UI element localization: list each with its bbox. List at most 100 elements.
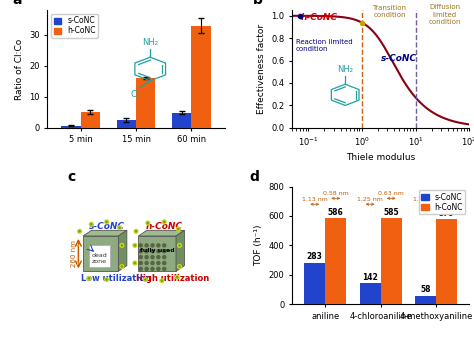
Text: dead
zone: dead zone (91, 253, 108, 264)
Circle shape (163, 262, 166, 265)
Circle shape (177, 243, 182, 248)
Circle shape (159, 278, 164, 283)
Text: s-CoNC: s-CoNC (89, 222, 125, 231)
Y-axis label: TOF (h⁻¹): TOF (h⁻¹) (254, 225, 263, 266)
Circle shape (78, 230, 81, 233)
Polygon shape (89, 245, 110, 267)
Circle shape (139, 250, 142, 253)
Circle shape (139, 267, 142, 270)
Circle shape (145, 256, 148, 259)
Circle shape (139, 262, 142, 265)
Text: High utilization: High utilization (136, 274, 210, 283)
Text: Transition
condition: Transition condition (373, 5, 407, 18)
Circle shape (178, 244, 181, 247)
Circle shape (89, 222, 94, 227)
Bar (136, 78, 155, 128)
Y-axis label: Ratio of Cl:Co: Ratio of Cl:Co (15, 38, 24, 100)
Circle shape (144, 278, 147, 281)
Text: b: b (253, 0, 263, 7)
Circle shape (120, 244, 123, 247)
Legend: s-CoNC, h-CoNC: s-CoNC, h-CoNC (51, 14, 98, 38)
Circle shape (174, 274, 180, 280)
Bar (304, 263, 325, 304)
Circle shape (157, 262, 160, 265)
Text: h-CoNC: h-CoNC (146, 222, 182, 231)
Circle shape (163, 267, 166, 270)
Circle shape (157, 244, 160, 247)
Circle shape (162, 219, 167, 224)
Circle shape (119, 264, 125, 269)
Text: 260 nm: 260 nm (71, 240, 77, 267)
Text: h-CoNC: h-CoNC (301, 13, 338, 22)
Circle shape (176, 226, 181, 232)
Circle shape (120, 265, 123, 268)
Text: c: c (68, 170, 76, 184)
Circle shape (151, 250, 154, 253)
Polygon shape (118, 230, 127, 271)
Text: a: a (12, 0, 21, 7)
Text: fully used: fully used (140, 248, 174, 252)
Circle shape (139, 244, 142, 247)
Circle shape (73, 243, 79, 248)
Circle shape (73, 261, 79, 266)
Y-axis label: Effectiveness factor: Effectiveness factor (256, 24, 265, 114)
Text: 0.58 nm: 0.58 nm (323, 191, 349, 196)
Bar (61, 126, 81, 128)
Polygon shape (83, 230, 127, 236)
Circle shape (86, 276, 91, 281)
Circle shape (157, 256, 160, 259)
Circle shape (163, 250, 166, 253)
Text: 58: 58 (420, 285, 431, 294)
Circle shape (104, 219, 109, 224)
Bar (81, 112, 100, 128)
X-axis label: Thiele modulus: Thiele modulus (346, 153, 415, 162)
FancyBboxPatch shape (83, 236, 118, 271)
Bar (360, 283, 381, 304)
Text: s-CoNC: s-CoNC (381, 54, 417, 63)
Circle shape (90, 223, 92, 225)
Circle shape (105, 221, 108, 223)
Legend: s-CoNC, h-CoNC: s-CoNC, h-CoNC (419, 190, 465, 214)
Circle shape (119, 243, 125, 248)
Polygon shape (176, 230, 184, 271)
Circle shape (75, 262, 77, 264)
Circle shape (176, 276, 179, 279)
Circle shape (151, 256, 154, 259)
Text: Reaction limited
condition: Reaction limited condition (296, 39, 352, 52)
Circle shape (151, 262, 154, 265)
Text: 142: 142 (362, 273, 378, 282)
Text: 586: 586 (328, 208, 344, 217)
Circle shape (178, 265, 181, 268)
Text: Diffusion
limited
condition: Diffusion limited condition (428, 4, 461, 25)
Circle shape (151, 267, 154, 270)
Circle shape (163, 221, 165, 223)
Text: 1.13 nm: 1.13 nm (302, 197, 328, 202)
Circle shape (132, 261, 137, 266)
Circle shape (139, 256, 142, 259)
Circle shape (145, 262, 148, 265)
Circle shape (75, 244, 77, 247)
Circle shape (88, 277, 90, 280)
Bar (325, 218, 346, 304)
Circle shape (163, 256, 166, 259)
Text: 585: 585 (383, 208, 399, 217)
Text: Cl: Cl (130, 90, 138, 99)
Circle shape (151, 244, 154, 247)
Text: 283: 283 (307, 252, 323, 261)
Text: 579: 579 (438, 209, 455, 218)
Circle shape (177, 264, 182, 269)
Circle shape (145, 244, 148, 247)
Circle shape (134, 229, 138, 234)
Circle shape (104, 277, 109, 282)
Bar (415, 296, 436, 304)
Text: 1.54 nm: 1.54 nm (412, 197, 438, 202)
Circle shape (145, 250, 148, 253)
Circle shape (157, 267, 160, 270)
Text: d: d (249, 170, 259, 184)
Circle shape (177, 227, 180, 230)
Circle shape (134, 262, 136, 264)
Circle shape (163, 244, 166, 247)
Circle shape (145, 220, 150, 226)
Text: Low utilization: Low utilization (81, 274, 151, 283)
Circle shape (105, 278, 108, 281)
